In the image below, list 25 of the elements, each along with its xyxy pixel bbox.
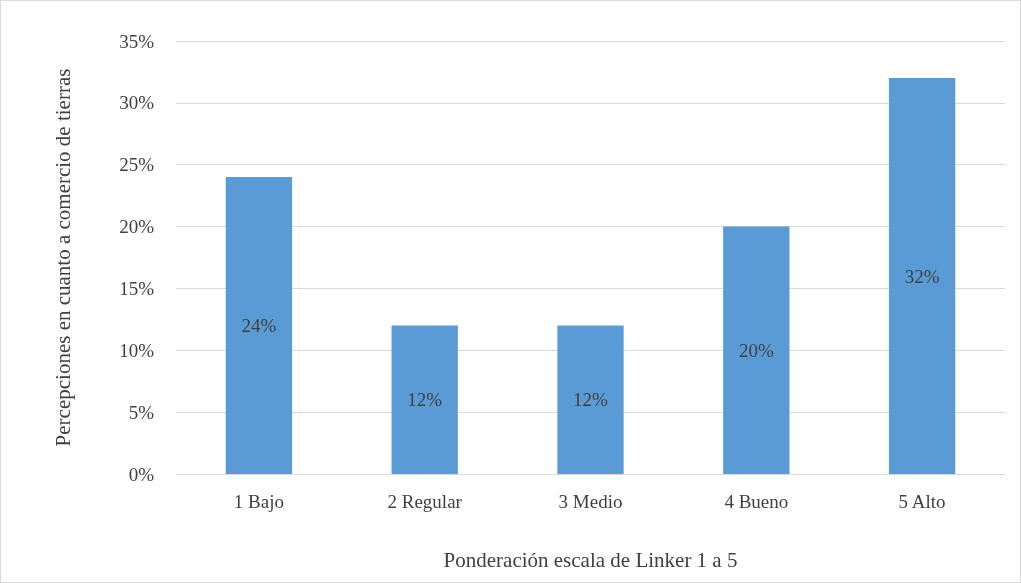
x-axis-title: Ponderación escala de Linker 1 a 5 bbox=[443, 547, 738, 572]
x-tick-label: 1 Bajo bbox=[233, 491, 284, 512]
y-tick-label: 20% bbox=[119, 216, 155, 238]
data-label: 12% bbox=[573, 389, 609, 411]
y-tick-label: 30% bbox=[119, 92, 155, 114]
bar bbox=[225, 177, 293, 474]
y-tick-label: 15% bbox=[119, 277, 155, 299]
bar bbox=[391, 325, 458, 474]
x-tick-label: 3 Medio bbox=[558, 491, 623, 512]
bar bbox=[723, 226, 790, 474]
y-tick-label: 10% bbox=[119, 339, 155, 361]
data-label: 32% bbox=[904, 265, 940, 287]
y-tick-label: 5% bbox=[128, 401, 155, 423]
bar bbox=[557, 325, 624, 474]
y-tick-label: 25% bbox=[119, 154, 155, 176]
x-tick-label: 4 Bueno bbox=[724, 491, 789, 512]
y-tick-label: 0% bbox=[128, 463, 155, 485]
data-label: 20% bbox=[738, 339, 774, 361]
x-tick-label: 5 Alto bbox=[898, 491, 946, 512]
y-tick-label: 35% bbox=[119, 30, 155, 52]
bar bbox=[888, 78, 956, 474]
data-label: 12% bbox=[407, 389, 443, 411]
x-tick-label: 2 Regular bbox=[387, 491, 463, 512]
data-label: 24% bbox=[241, 315, 277, 337]
y-axis-title: Percepciones en cuanto a comercio de tierras bbox=[51, 68, 75, 447]
